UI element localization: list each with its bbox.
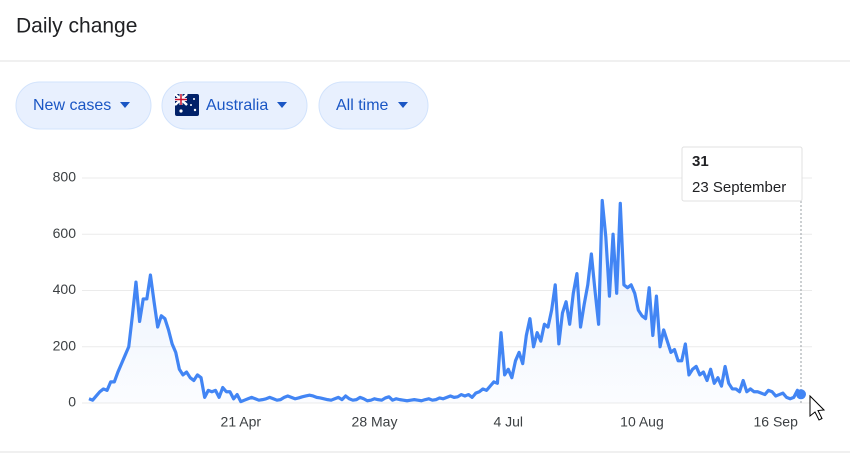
y-tick-label: 600 [53, 225, 77, 241]
hover-point [796, 389, 806, 400]
x-tick-label: 16 Sep [754, 414, 799, 430]
chip-label[interactable]: All time [336, 97, 389, 114]
x-tick-label: 28 May [352, 414, 398, 430]
y-tick-label: 800 [53, 169, 77, 185]
y-tick-label: 200 [53, 337, 77, 353]
y-tick-label: 400 [53, 281, 77, 297]
dropdown-arrow [277, 102, 287, 108]
flag [174, 93, 199, 116]
chip-bg[interactable] [318, 81, 429, 130]
cursor [809, 394, 826, 421]
x-tick-label: 10 Aug [620, 414, 664, 430]
chip[interactable]: All time [318, 81, 429, 130]
y-tick-label: 0 [68, 394, 76, 410]
tooltip-date: 23 September [692, 179, 786, 196]
chip[interactable]: Australia [161, 81, 308, 130]
tooltip-value: 31 [692, 153, 709, 170]
area [89, 200, 801, 403]
chip-bg[interactable] [15, 81, 152, 130]
dropdown-arrow [398, 102, 408, 108]
tooltip-box [681, 146, 803, 202]
x-tick-label: 4 Jul [493, 414, 523, 430]
chip-bg[interactable] [161, 81, 308, 130]
chip-label[interactable]: Australia [206, 97, 268, 114]
chart: 0 200 400 600 800 21 Apr 28 May 4 Jul 10 Aug 16 S… [53, 146, 826, 430]
title: Daily change [16, 15, 137, 38]
chip[interactable]: New cases [15, 81, 152, 130]
x-tick-label: 21 Apr [221, 414, 262, 430]
dropdown-arrow [120, 102, 130, 108]
line [88, 198, 803, 404]
chip-label[interactable]: New cases [33, 97, 111, 114]
